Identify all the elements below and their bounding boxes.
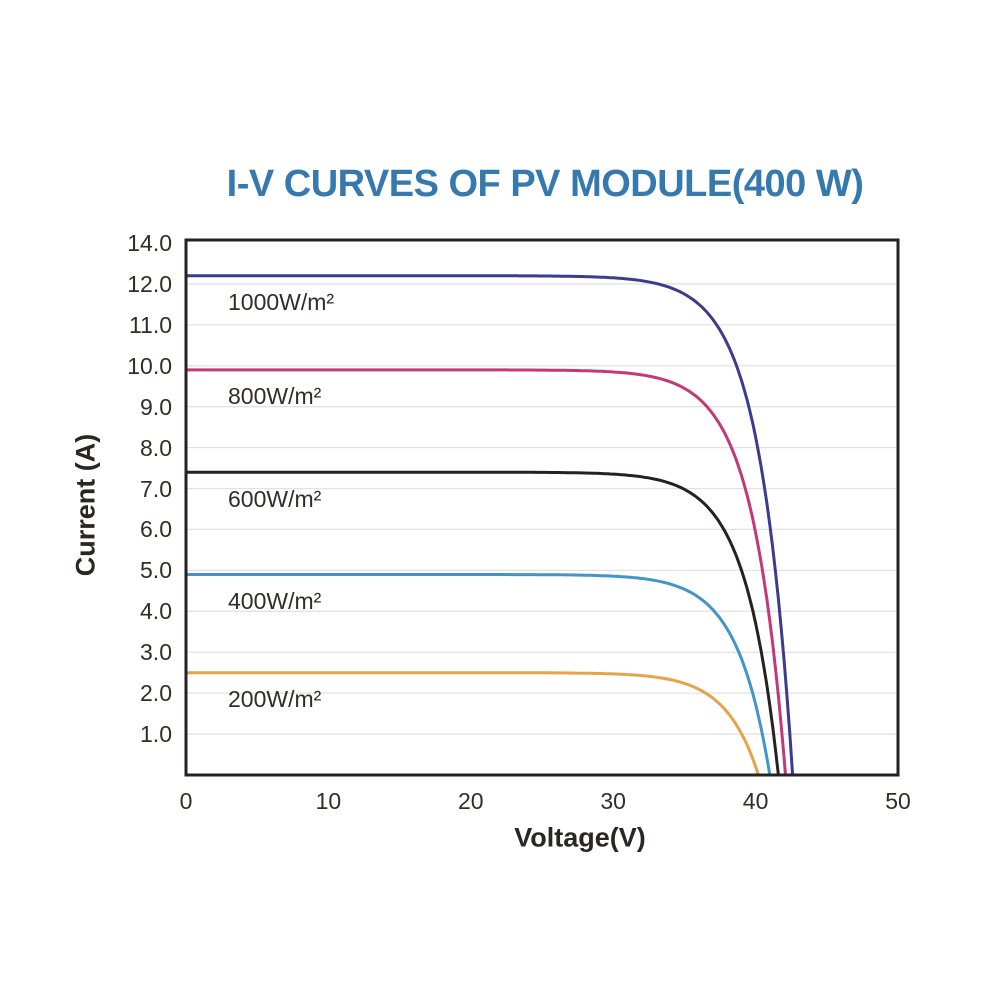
series-label: 200W/m² bbox=[228, 686, 322, 713]
iv-curve-400Wm bbox=[184, 573, 772, 777]
iv-curve-1000Wm bbox=[184, 274, 795, 777]
y-tick-label: 9.0 bbox=[140, 393, 172, 420]
x-tick-label: 30 bbox=[600, 788, 626, 814]
series-label: 1000W/m² bbox=[228, 289, 335, 316]
x-tick-label: 10 bbox=[315, 788, 342, 814]
y-tick-label: 1.0 bbox=[140, 721, 172, 748]
iv-curve-800Wm bbox=[184, 368, 787, 777]
gridlines bbox=[186, 283, 898, 735]
series-label: 400W/m² bbox=[228, 588, 322, 615]
y-tick-label: 2.0 bbox=[140, 680, 172, 707]
y-tick-label: 12.0 bbox=[127, 270, 172, 297]
iv-curve-600Wm bbox=[184, 470, 780, 777]
y-tick-label: 7.0 bbox=[140, 475, 172, 502]
x-tick-label: 50 bbox=[885, 788, 911, 814]
x-axis-label: Voltage(V) bbox=[514, 822, 646, 853]
y-tick-label: 14.0 bbox=[127, 230, 172, 256]
y-tick-label: 6.0 bbox=[140, 516, 172, 543]
y-tick-label: 8.0 bbox=[140, 434, 172, 461]
x-tick-label: 20 bbox=[458, 788, 484, 814]
series-label: 600W/m² bbox=[228, 485, 322, 512]
iv-curves bbox=[184, 274, 795, 777]
plot-border bbox=[184, 238, 900, 777]
y-tick-label: 5.0 bbox=[140, 557, 172, 584]
y-tick-label: 11.0 bbox=[128, 311, 172, 338]
chart-title: I-V CURVES OF PV MODULE(400 W) bbox=[226, 163, 864, 205]
iv-curve-200Wm bbox=[184, 671, 760, 777]
series-label: 800W/m² bbox=[228, 383, 322, 410]
y-tick-label: 4.0 bbox=[140, 598, 172, 625]
y-tick-label: 3.0 bbox=[140, 639, 172, 666]
x-tick-label: 40 bbox=[742, 788, 769, 814]
y-tick-label: 10.0 bbox=[127, 352, 172, 379]
x-tick-label: 0 bbox=[179, 788, 193, 814]
